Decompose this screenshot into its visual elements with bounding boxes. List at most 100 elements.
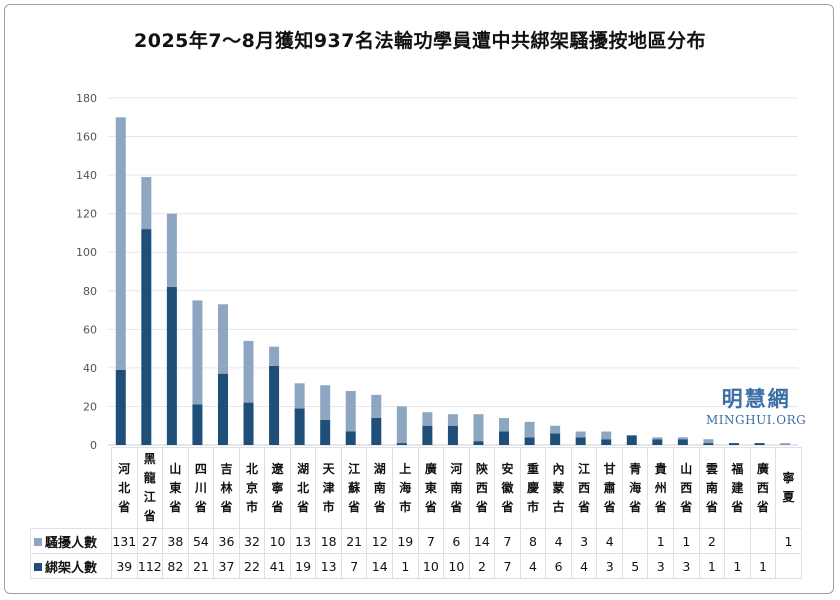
data-table: 河北省 黑龍江省 山東省 四川省 吉林省 北京市 遼寧省 湖北省 天津市 江蘇省 湖南省 上海市 廣東省… — [30, 447, 802, 579]
y-tick-label: 120 — [76, 208, 97, 221]
category-text: 寧夏 — [782, 471, 795, 504]
category-label: 江蘇省 — [340, 447, 368, 529]
category-label: 安徽省 — [494, 447, 521, 529]
bar-abducted — [371, 418, 382, 445]
bar-abducted — [499, 431, 510, 445]
category-text: 安徽省 — [501, 461, 514, 514]
bar-abducted — [345, 431, 356, 445]
data-label: 18 — [315, 528, 342, 554]
category-text: 湖南省 — [373, 461, 386, 514]
category-text: 北京市 — [245, 461, 258, 514]
chart-frame — [4, 4, 834, 594]
data-label: 1 — [749, 553, 777, 579]
bar-abducted — [192, 404, 203, 445]
bar-abducted — [652, 439, 663, 445]
category-text: 河北省 — [118, 461, 131, 514]
bar-harassed — [780, 443, 791, 445]
category-label: 內蒙古 — [545, 447, 572, 529]
y-tick-label: 180 — [76, 92, 97, 105]
data-label: 54 — [187, 528, 215, 554]
data-label: 112 — [136, 553, 164, 579]
data-label: 4 — [596, 528, 623, 554]
legend-label: 騷擾人數 — [45, 535, 98, 551]
category-label: 雲南省 — [698, 447, 726, 529]
category-text: 陝西省 — [475, 461, 488, 514]
data-label: 7 — [494, 528, 521, 554]
category-label: 寧夏 — [775, 447, 802, 529]
data-label: 12 — [366, 528, 394, 554]
category-label: 湖南省 — [366, 447, 394, 529]
category-label: 北京市 — [238, 447, 266, 529]
bar-abducted — [243, 402, 254, 445]
category-text: 四川省 — [194, 461, 207, 514]
data-label: 19 — [392, 528, 419, 554]
bar-abducted — [677, 439, 688, 445]
bar-abducted — [524, 437, 535, 445]
data-label: 3 — [596, 553, 623, 579]
category-text: 吉林省 — [220, 461, 233, 514]
data-label: 37 — [213, 553, 240, 579]
category-label: 湖北省 — [289, 447, 317, 529]
data-label: 36 — [213, 528, 240, 554]
category-label: 福建省 — [724, 447, 751, 529]
data-label: 4 — [570, 553, 598, 579]
y-tick-label: 160 — [76, 131, 97, 144]
bar-abducted — [473, 441, 484, 445]
data-label — [775, 553, 802, 579]
category-label: 吉林省 — [213, 447, 240, 529]
y-tick-label: 40 — [83, 362, 97, 375]
category-text: 天津市 — [322, 461, 335, 514]
y-tick-label: 100 — [76, 246, 97, 259]
bar-harassed — [677, 437, 688, 440]
legend-entry: 綁架人數 — [30, 553, 112, 579]
category-label: 重慶市 — [519, 447, 547, 529]
data-label: 41 — [264, 553, 291, 579]
category-text: 山西省 — [680, 461, 693, 514]
category-text: 遼寧省 — [271, 461, 284, 514]
data-label: 1 — [392, 553, 419, 579]
data-label: 10 — [264, 528, 291, 554]
bar-abducted — [422, 425, 433, 445]
bar-abducted — [396, 443, 407, 445]
data-label: 1 — [724, 553, 751, 579]
data-label: 38 — [162, 528, 189, 554]
bar-harassed — [422, 412, 433, 426]
bar-harassed — [550, 425, 561, 434]
corner-cell — [31, 448, 112, 529]
category-text: 河南省 — [450, 461, 463, 514]
category-text: 內蒙古 — [552, 461, 565, 514]
bar-abducted — [703, 443, 714, 445]
bar-abducted — [115, 369, 126, 445]
data-label: 1 — [775, 528, 802, 554]
bar-abducted — [754, 443, 765, 445]
category-label: 江西省 — [570, 447, 598, 529]
bar-abducted — [728, 443, 739, 445]
y-tick-label: 0 — [90, 439, 97, 452]
category-label: 青海省 — [621, 447, 649, 529]
category-label: 四川省 — [187, 447, 215, 529]
data-label: 22 — [238, 553, 266, 579]
legend-entry: 騷擾人數 — [30, 528, 112, 554]
category-text: 江西省 — [578, 461, 591, 514]
y-tick-label: 80 — [83, 285, 97, 298]
series-row: 騷擾人數 131 27 38 54 36 32 10 13 18 21 12 19 7 6 14 7 8 4 3 4 1 1… — [30, 528, 802, 554]
legend-swatch — [34, 562, 42, 571]
data-label — [621, 528, 649, 554]
data-label: 5 — [621, 553, 649, 579]
data-label: 10 — [443, 553, 470, 579]
category-label: 廣東省 — [417, 447, 445, 529]
category-text: 上海市 — [399, 461, 412, 514]
category-label: 甘肅省 — [596, 447, 623, 529]
data-label: 3 — [647, 553, 675, 579]
bar-harassed — [166, 213, 177, 287]
category-label: 山西省 — [673, 447, 700, 529]
legend-label: 綁架人數 — [45, 560, 98, 576]
bar-harassed — [396, 406, 407, 444]
data-label: 7 — [494, 553, 521, 579]
data-label: 13 — [289, 528, 317, 554]
category-text: 重慶市 — [527, 461, 540, 514]
data-label: 131 — [111, 528, 138, 554]
data-label: 82 — [162, 553, 189, 579]
data-label: 21 — [187, 553, 215, 579]
bar-harassed — [371, 394, 382, 419]
